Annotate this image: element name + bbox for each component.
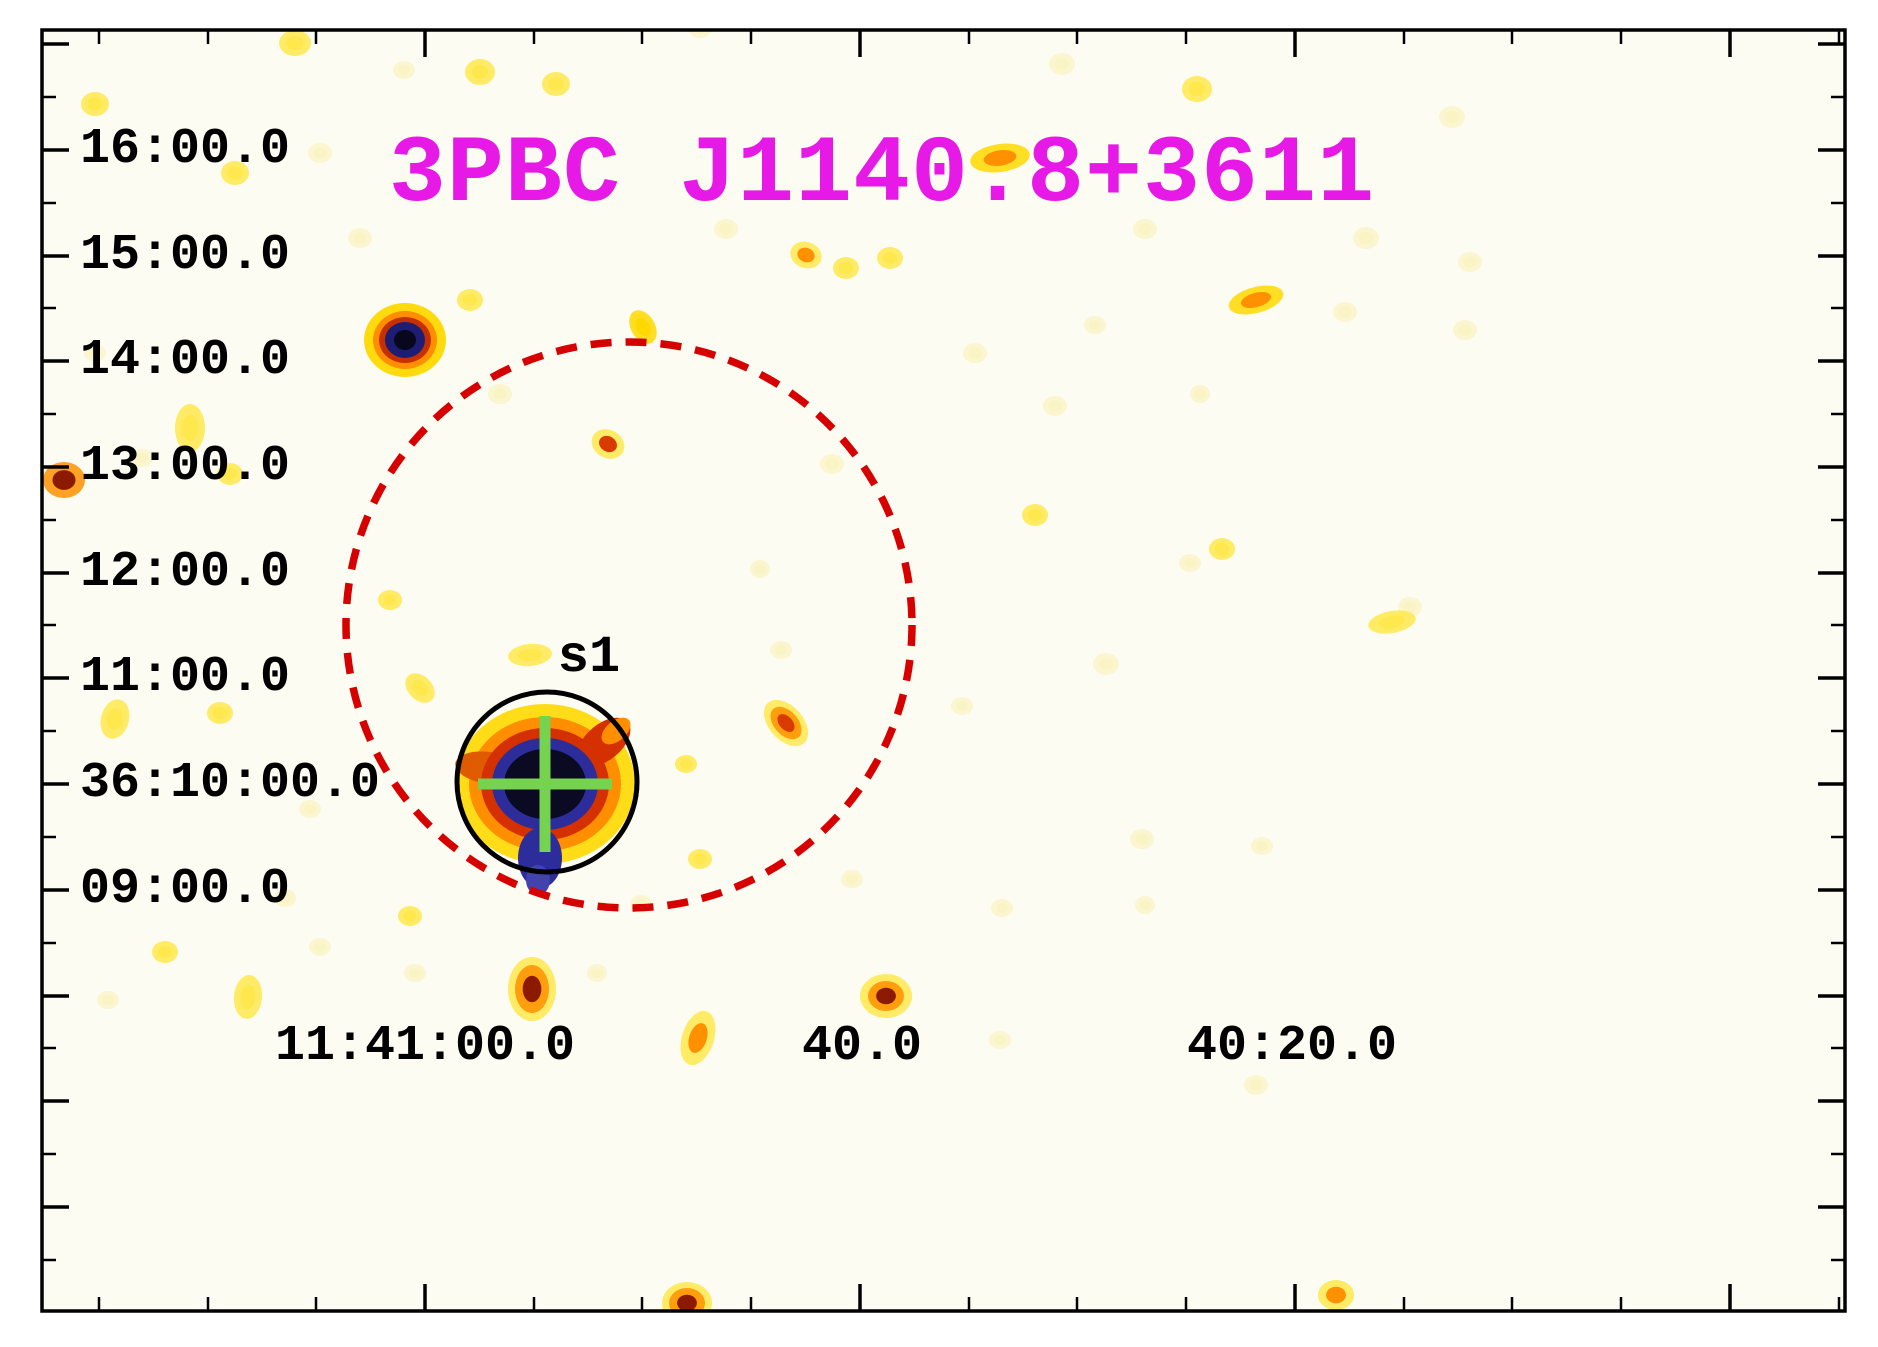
x-tick-label-2: 40:20.0 (1186, 1018, 1398, 1075)
source-circle (454, 689, 640, 875)
y-tick-label-3: 13:00.0 (80, 438, 291, 495)
plot-background (42, 30, 1845, 1311)
x-tick-label-1: 40.0 (801, 1018, 923, 1075)
y-tick-label-2: 14:00.0 (80, 332, 291, 389)
y-tick-label-0: 16:00.0 (80, 121, 291, 178)
y-tick-label-4: 12:00.0 (80, 544, 291, 601)
y-tick-label-7: 09:00.0 (80, 861, 291, 918)
plot-frame (40, 28, 1847, 1313)
error-circle (342, 338, 916, 912)
source-label: s1 (557, 628, 621, 687)
x-tick-label-0: 11:41:00.0 (274, 1018, 576, 1075)
y-tick-label-1: 15:00.0 (80, 227, 291, 284)
y-tick-label-5: 11:00.0 (80, 649, 291, 706)
figure-title: 3PBC J1140.8+3611 (388, 121, 1376, 229)
y-tick-label-6: 36:10:00.0 (80, 755, 381, 812)
